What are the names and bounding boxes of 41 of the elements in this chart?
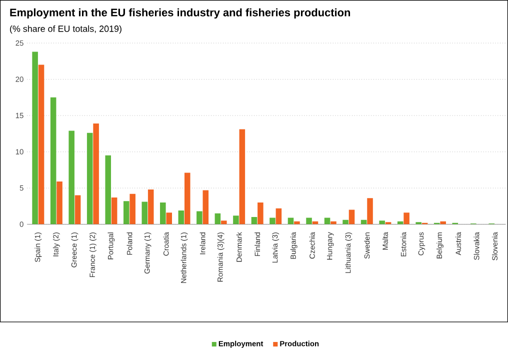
bar xyxy=(404,212,410,224)
bar xyxy=(93,124,99,224)
chart-title: Employment in the EU fisheries industry and fisheries production xyxy=(10,8,350,19)
bar xyxy=(74,195,81,224)
bar xyxy=(142,202,148,224)
bar xyxy=(184,172,190,224)
chart-subtitle: (% share of EU totals, 2019) xyxy=(10,25,122,34)
bar xyxy=(50,98,56,224)
bar xyxy=(342,220,348,224)
bar xyxy=(56,182,62,224)
bar xyxy=(324,218,330,224)
bar xyxy=(294,222,300,224)
bar xyxy=(130,194,136,224)
bar xyxy=(288,218,294,224)
bar xyxy=(32,52,38,224)
bar xyxy=(276,208,282,224)
bar xyxy=(38,64,44,224)
bar xyxy=(330,222,336,224)
bar xyxy=(178,210,184,224)
bar xyxy=(111,198,118,224)
bar xyxy=(233,216,239,224)
bar xyxy=(379,220,385,224)
bar xyxy=(367,198,373,224)
bar xyxy=(251,217,258,224)
bar xyxy=(166,212,172,224)
bar xyxy=(202,190,209,224)
bar xyxy=(440,222,446,224)
bar xyxy=(105,156,111,224)
bar xyxy=(196,211,202,224)
bar xyxy=(68,130,74,224)
bar xyxy=(160,202,166,224)
bar xyxy=(239,129,246,224)
bar xyxy=(86,133,93,224)
bar xyxy=(258,202,264,224)
bar xyxy=(306,218,312,224)
bar xyxy=(270,218,276,224)
bar xyxy=(348,210,355,224)
bar xyxy=(214,214,221,224)
bar xyxy=(148,190,154,224)
bar xyxy=(123,201,130,224)
bar xyxy=(221,220,227,224)
